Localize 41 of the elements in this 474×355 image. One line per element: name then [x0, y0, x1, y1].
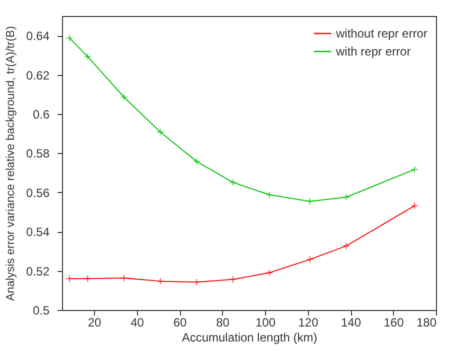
legend-label: without repr error [335, 26, 428, 40]
legend-label: with repr error [335, 44, 411, 58]
x-axis-title: Accumulation length (km) [182, 330, 318, 344]
point [66, 274, 74, 282]
x-tick-label: 140 [341, 316, 362, 330]
x-tick-label: 120 [298, 316, 319, 330]
point [229, 276, 237, 284]
point [266, 191, 273, 198]
point [156, 128, 164, 136]
point [306, 256, 314, 264]
y-tick-label: 0.52 [26, 264, 50, 278]
x-tick-label: 40 [130, 316, 144, 330]
point [120, 93, 128, 101]
point [84, 52, 92, 60]
point [84, 274, 92, 282]
x-tick-label: 20 [88, 316, 102, 330]
y-tick-label: 0.54 [26, 225, 50, 240]
point [192, 278, 200, 286]
y-tick-label: 0.56 [26, 186, 50, 200]
y-axis-title: Analysis error variance relative background, tr(A)/tr(B) [5, 26, 18, 301]
point [342, 242, 350, 250]
point [410, 166, 418, 174]
point [156, 278, 164, 285]
x-tick-label: 180 [416, 316, 437, 330]
y-tick-label: 0.5 [32, 304, 50, 318]
point [410, 202, 418, 210]
x-tick-label: 160 [384, 316, 404, 330]
y-tick-label: 0.62 [26, 68, 50, 82]
y-tick-label: 0.64 [26, 29, 50, 44]
x-tick-label: 80 [216, 316, 230, 330]
point [192, 158, 200, 166]
point [306, 198, 314, 206]
x-tick-label: 100 [256, 316, 276, 330]
point [229, 178, 237, 186]
point [120, 274, 128, 282]
y-tick-label: 0.6 [32, 108, 50, 122]
point [66, 34, 74, 42]
x-tick-label: 60 [173, 316, 188, 330]
point [342, 193, 350, 201]
point [266, 269, 273, 276]
y-tick-label: 0.58 [26, 146, 50, 161]
